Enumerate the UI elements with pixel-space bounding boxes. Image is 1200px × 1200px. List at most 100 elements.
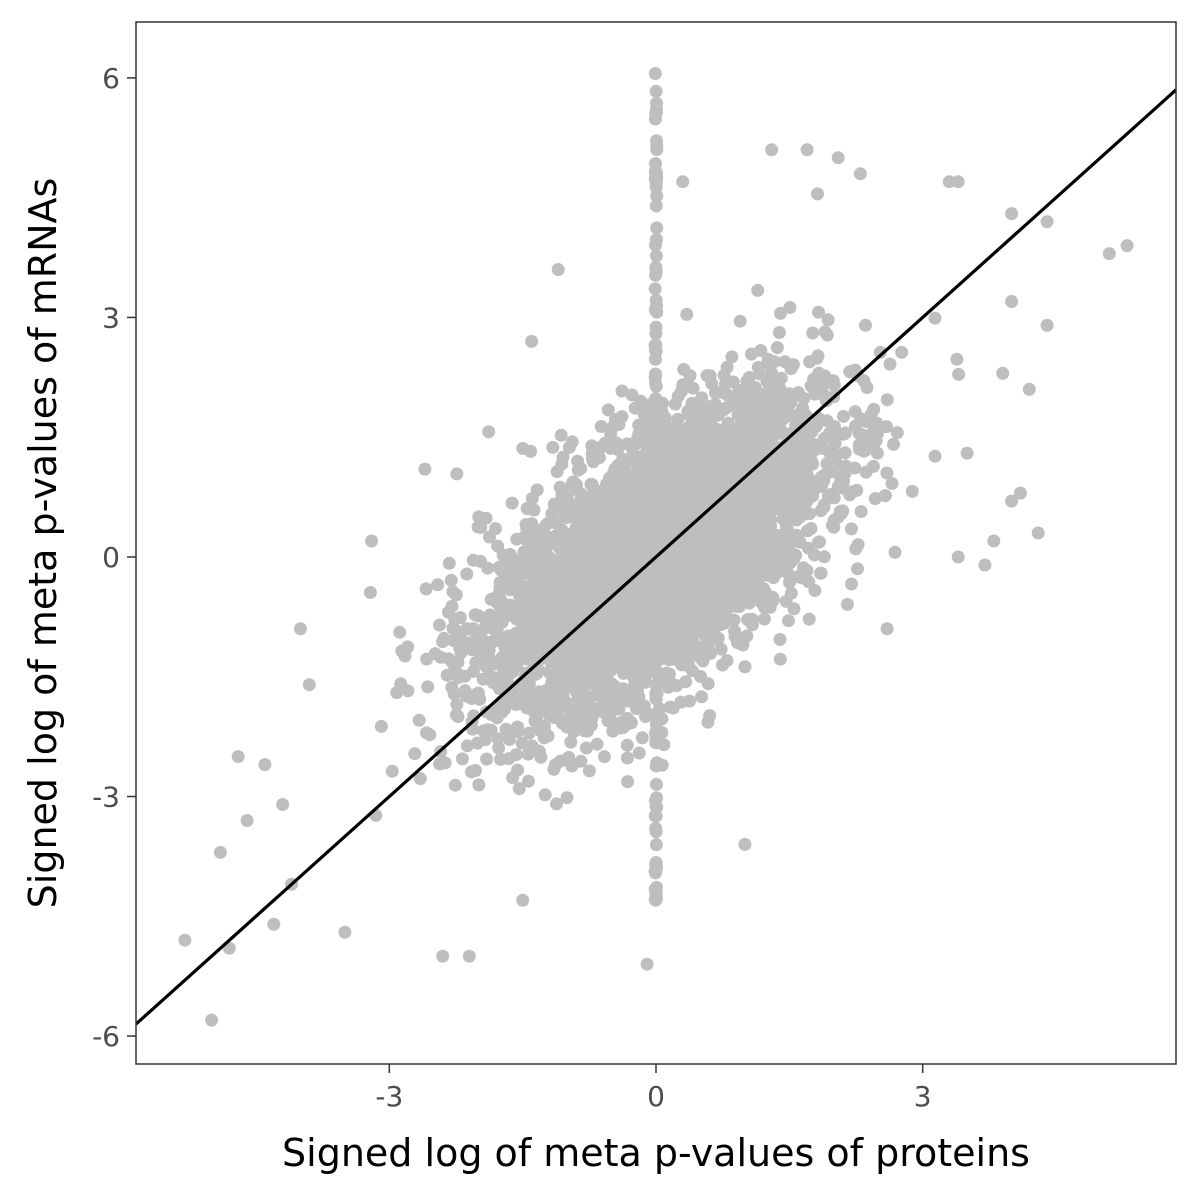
data-point (942, 175, 956, 189)
data-point (673, 511, 687, 525)
data-point (649, 838, 663, 852)
data-point (544, 632, 558, 646)
data-point (649, 893, 663, 907)
data-point (515, 692, 529, 706)
data-point (551, 263, 565, 276)
data-point (880, 466, 894, 480)
data-point (676, 569, 690, 583)
data-point (851, 538, 865, 552)
data-point (578, 663, 591, 677)
data-point (525, 536, 539, 550)
data-point (516, 893, 530, 907)
data-point (786, 358, 800, 372)
data-point (792, 502, 806, 516)
data-point (831, 151, 845, 165)
data-point (480, 705, 493, 719)
data-point (522, 635, 536, 649)
x-tick-label: 3 (914, 1080, 932, 1113)
data-point (428, 647, 442, 661)
data-point (817, 550, 831, 564)
data-point (464, 765, 478, 779)
data-point (854, 505, 868, 518)
fit-line-layer (136, 88, 1176, 1026)
data-point (591, 615, 604, 629)
data-point (650, 96, 663, 110)
data-point (554, 712, 568, 726)
data-point (806, 489, 820, 503)
data-point (574, 562, 588, 575)
data-point (634, 485, 647, 499)
data-point (544, 665, 558, 679)
data-point (551, 597, 565, 611)
data-point (772, 490, 786, 504)
data-point (513, 589, 527, 603)
data-point (511, 720, 524, 734)
data-point (628, 449, 642, 463)
data-point (580, 689, 594, 703)
data-point (883, 357, 897, 371)
data-point (824, 488, 838, 501)
data-point (587, 486, 600, 500)
y-tick-label: 0 (102, 541, 120, 574)
data-point (987, 534, 1001, 548)
data-point (648, 338, 662, 352)
data-point (649, 320, 663, 334)
data-point (1102, 247, 1116, 261)
data-point (668, 558, 681, 572)
data-point (701, 400, 714, 414)
data-point (593, 511, 607, 525)
data-point (720, 360, 734, 374)
data-point (631, 683, 644, 697)
data-point (574, 462, 588, 475)
data-point (590, 533, 604, 547)
data-point (599, 672, 613, 686)
data-point (928, 311, 942, 325)
data-point (804, 443, 818, 457)
data-point (1040, 318, 1054, 332)
data-point (950, 352, 964, 366)
data-point (663, 677, 677, 691)
data-point (596, 696, 610, 710)
data-point (649, 800, 663, 813)
data-point (751, 360, 765, 374)
data-point (464, 689, 478, 703)
data-point (564, 735, 578, 749)
data-point (792, 437, 806, 451)
data-point (596, 684, 610, 698)
data-point (740, 392, 754, 406)
data-point (811, 187, 824, 201)
data-point (759, 417, 773, 431)
data-point (851, 562, 864, 576)
data-point (710, 508, 724, 521)
data-point (738, 382, 752, 396)
data-point (754, 344, 768, 357)
data-point (745, 612, 759, 626)
data-point (716, 480, 730, 494)
data-point (436, 949, 450, 963)
data-point (612, 418, 626, 431)
data-point (574, 754, 588, 768)
data-point (687, 612, 701, 626)
data-point (601, 403, 615, 417)
data-point (660, 479, 674, 493)
data-point (648, 495, 662, 509)
data-point (533, 698, 546, 712)
data-point (802, 612, 816, 626)
data-point (567, 605, 581, 619)
data-point (338, 925, 352, 939)
data-point (460, 567, 474, 581)
data-point (738, 837, 752, 851)
data-point (905, 484, 919, 498)
data-point (721, 430, 735, 444)
data-point (1120, 239, 1134, 253)
y-tick-label: -3 (92, 781, 120, 814)
data-point (629, 583, 643, 597)
data-point (682, 438, 696, 452)
data-point (740, 508, 754, 522)
data-point (597, 750, 611, 764)
data-point (538, 788, 552, 802)
data-point (609, 604, 623, 618)
data-point (499, 722, 513, 736)
data-point (607, 508, 621, 521)
data-point (640, 957, 654, 971)
